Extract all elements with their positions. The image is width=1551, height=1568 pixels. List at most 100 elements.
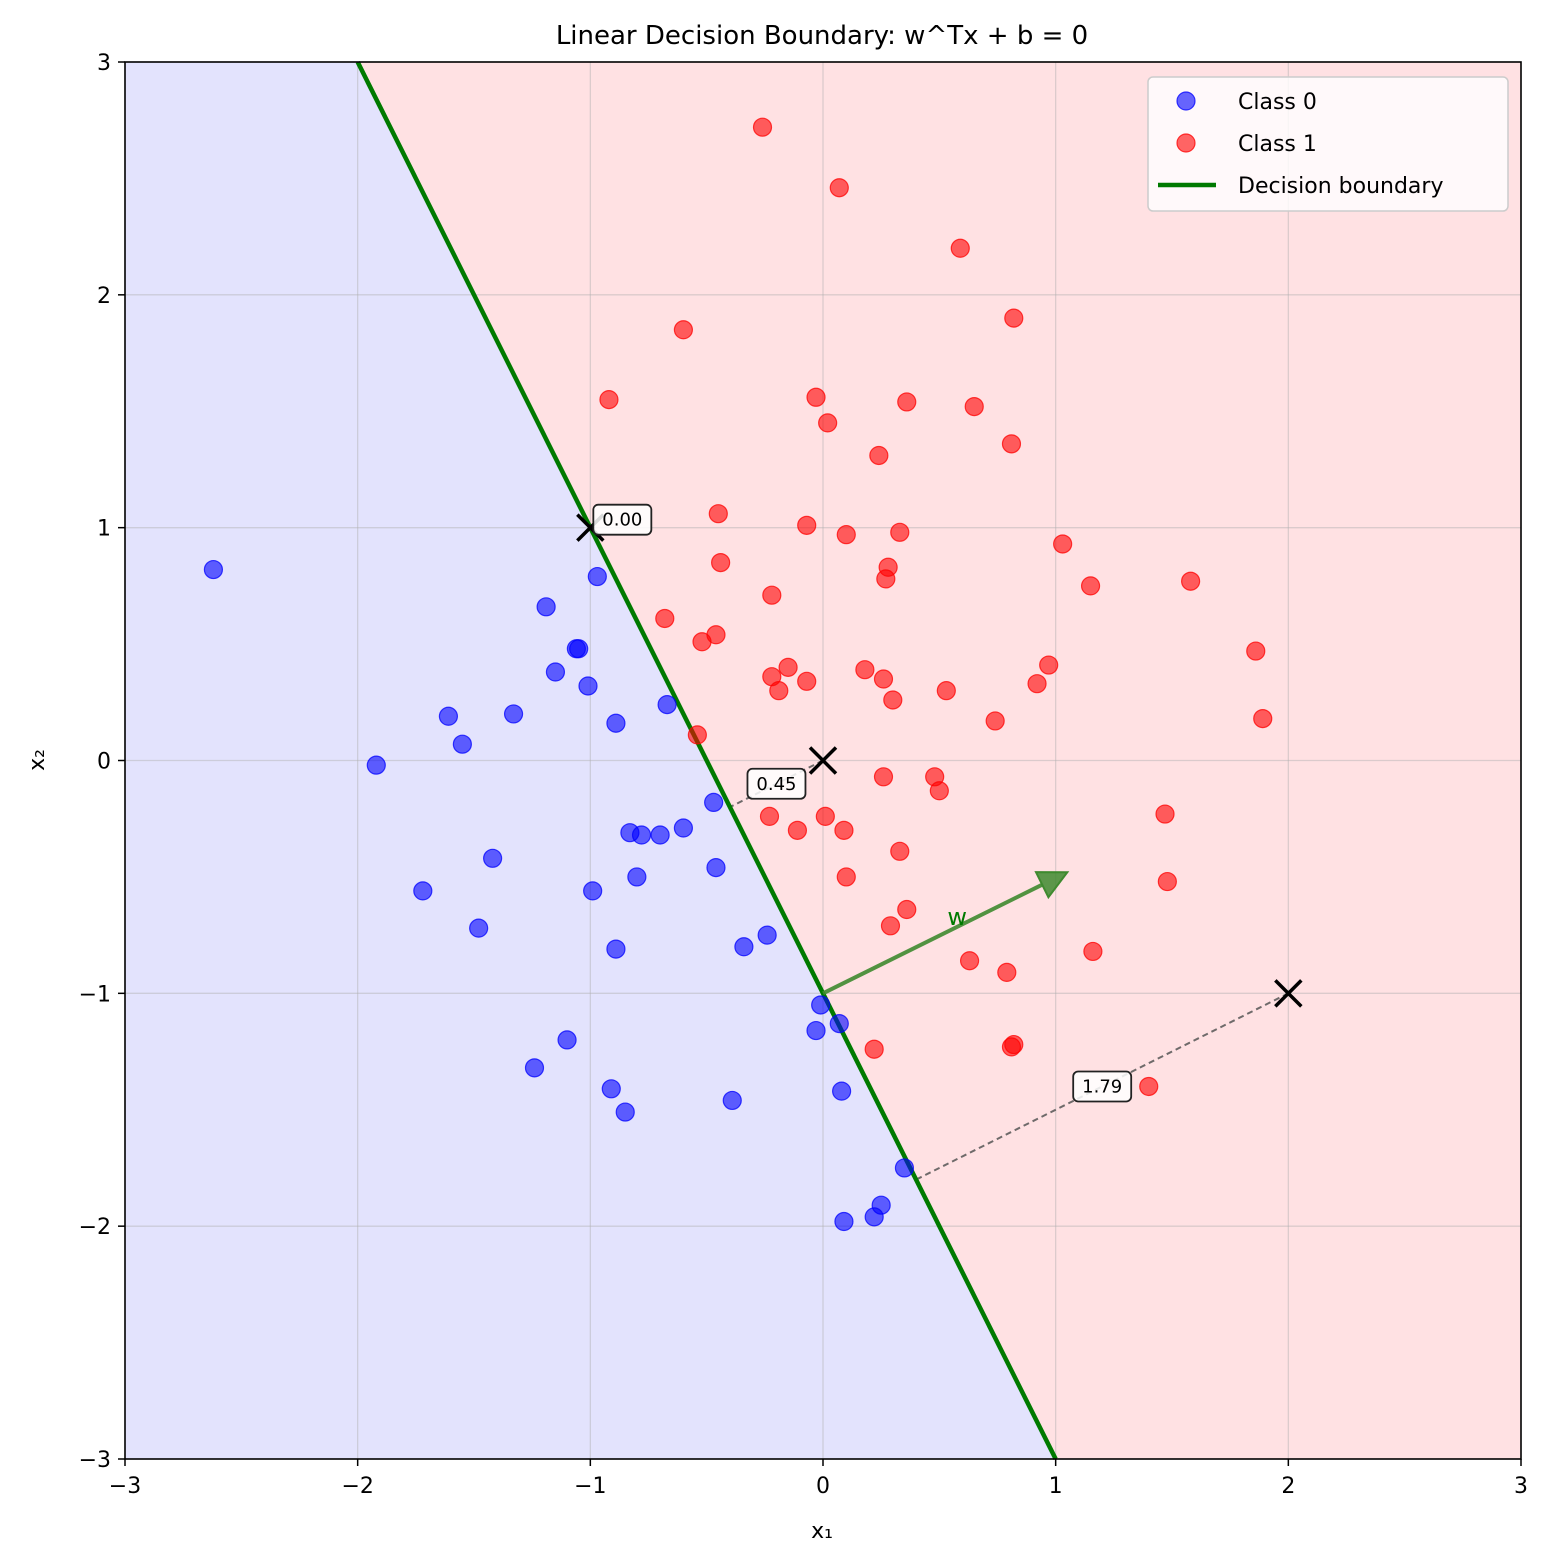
class-0-point [606,939,626,959]
x-axis-label: x₁ [811,1519,833,1544]
class-0-point [536,597,556,617]
class-1-point [834,820,854,840]
class-0-point [503,704,524,724]
legend-label: Class 1 [1238,132,1317,157]
class-1-point [855,660,875,680]
distance-label: 0.45 [756,774,796,795]
class-1-point [1001,434,1022,454]
class-0-point [806,1020,826,1041]
y-axis-label: x₂ [25,749,50,771]
class-1-point [759,806,780,826]
x-tick-label: −3 [109,1474,141,1499]
class-1-point [890,841,910,861]
class-0-point [545,662,566,682]
class-1-point [1181,571,1201,591]
x-tick-label: 1 [1049,1474,1063,1499]
class-1-point [890,522,910,542]
y-tick-label: 3 [97,51,111,76]
query-points: 0.00 0.45 1.79 [576,503,1303,1103]
query-point-marker [1274,979,1303,1008]
class-1-point [873,767,894,787]
class-0-point [757,925,777,945]
class-0-region [125,62,1056,1459]
legend-label: Decision boundary [1238,174,1443,199]
class-1-point [692,632,712,652]
class-1-point [985,711,1005,731]
class-1-point [752,117,773,137]
y-tick-label: 0 [97,750,111,775]
class-1-point [950,238,970,258]
class-0-point [722,1090,742,1111]
legend-marker [1176,133,1196,153]
class-1-point [1246,641,1266,661]
class-1-point [829,178,849,198]
x-tick-label: −2 [341,1474,373,1499]
scatter-points [203,117,1273,1232]
weight-vector-label: w [947,903,967,931]
distance-label: 1.79 [1082,1076,1122,1097]
y-tick-label: −3 [79,1448,111,1473]
x-tick-label: 2 [1281,1474,1295,1499]
class-1-point [687,725,707,745]
class-1-point [897,392,917,412]
class-1-point [880,916,901,936]
class-1-point [836,525,856,545]
class-1-point [1083,941,1103,962]
tick-labels: −3 −2 −1 0 1 2 3 −3 −2 −1 0 1 2 3 [79,51,1528,1499]
class-0-point [524,1058,545,1078]
class-1-point [762,585,782,605]
class-1-point [1001,1037,1022,1057]
query-point-marker [808,746,838,775]
weight-vector-shaft [822,882,1044,996]
class-0-point [483,848,503,868]
class-1-point [1039,655,1059,675]
class-0-point [452,734,472,754]
class-1-point [1080,576,1101,596]
class-0-point [569,639,589,659]
decision-boundary-line [355,60,1058,1461]
weight-vector-layer: w [822,871,1070,996]
class-1-point [1053,534,1073,554]
class-1-point [778,657,798,677]
class-0-point [894,1158,915,1178]
x-tick-label: 0 [816,1474,830,1499]
class-1-point [997,962,1017,982]
y-tick-label: −2 [79,1215,111,1240]
class-0-point [583,881,603,901]
class-0-point [413,881,433,901]
class-1-point [836,867,856,887]
decision-boundary-layer [355,60,1058,1461]
class-0-point [469,918,489,938]
distance-label-box [746,767,807,800]
class-0-point [627,867,647,887]
class-1-region [357,62,1522,1459]
class-0-point [587,566,607,587]
distance-label-box [592,503,653,536]
class-0-point [706,858,726,878]
class-0-point [203,559,224,580]
class-0-point [673,818,694,838]
class-0-point [601,1079,621,1099]
class-1-point [787,820,808,840]
class-0-point [704,792,724,813]
plot-background [125,62,1522,1459]
class-1-point [1004,308,1024,328]
class-1-point [797,515,817,535]
legend-label: Class 0 [1238,90,1317,115]
y-tick-label: −1 [79,982,111,1007]
class-1-point [815,806,835,826]
class-1-point [1027,674,1047,694]
class-1-point [711,552,731,573]
x-tick-label: −1 [574,1474,606,1499]
class-1-point [1157,871,1177,892]
class-1-point [959,951,980,971]
class-1-point [936,681,956,701]
distance-label: 0.00 [602,510,642,531]
class-0-point [734,937,754,957]
legend: Class 0 Class 1 Decision boundary [1147,76,1509,212]
class-1-point [797,671,817,691]
class-1-point [864,1039,884,1059]
legend-box [1147,76,1509,212]
weight-vector-head [1034,871,1070,900]
